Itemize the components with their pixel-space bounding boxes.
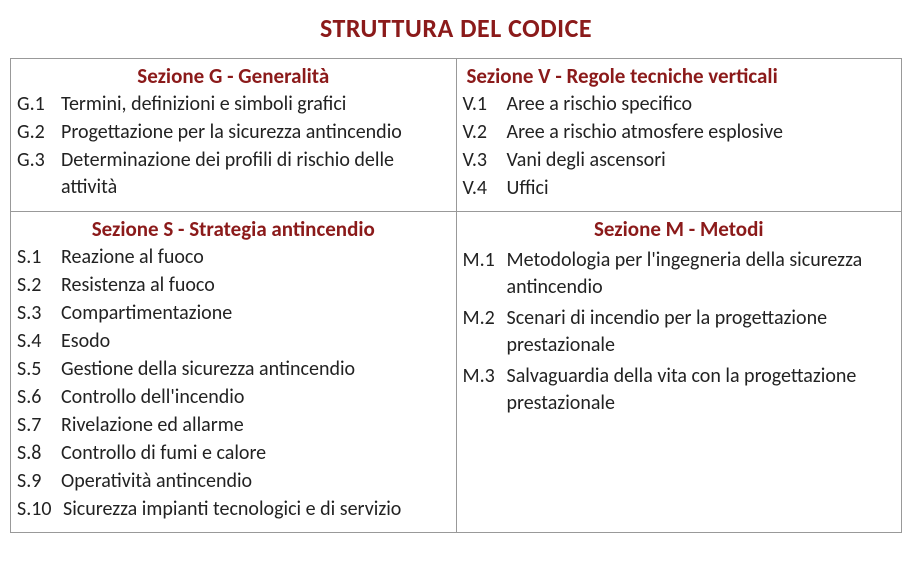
section-m-items: M.1 Metodologia per l'ingegneria della s… <box>463 244 896 417</box>
section-g-items: G.1 Termini, definizioni e simboli grafi… <box>17 91 450 201</box>
section-v-items: V.1 Aree a rischio specifico V.2 Aree a … <box>463 91 896 202</box>
list-item: S.10 Sicurezza impianti tecnologici e di… <box>17 496 450 523</box>
section-s-header: Sezione S - Strategia antincendio <box>17 216 450 242</box>
item-code: S.2 <box>17 272 61 299</box>
item-label: Rivelazione ed allarme <box>61 412 450 439</box>
item-code: S.9 <box>17 468 61 495</box>
item-label: Aree a rischio atmosfere esplosive <box>507 119 896 146</box>
list-item: S.2 Resistenza al fuoco <box>17 272 450 299</box>
section-g-header: Sezione G - Generalità <box>17 63 450 89</box>
sections-grid: Sezione G - Generalità G.1 Termini, defi… <box>10 58 902 533</box>
item-label: Scenari di incendio per la progetta­zion… <box>507 305 896 359</box>
list-item: G.2 Progettazione per la sicurezza antin… <box>17 119 450 146</box>
item-label: Vani degli ascensori <box>507 147 896 174</box>
list-item: V.1 Aree a rischio specifico <box>463 91 896 118</box>
item-label: Progettazione per la sicurezza antincend… <box>61 119 450 146</box>
item-label: Resistenza al fuoco <box>61 272 450 299</box>
item-label: Uffici <box>507 175 896 202</box>
item-label: Controllo dell'incendio <box>61 384 450 411</box>
page-title: STRUTTURA DEL CODICE <box>10 12 902 44</box>
item-code: V.2 <box>463 119 507 146</box>
list-item: S.3 Compartimentazione <box>17 300 450 327</box>
item-code: G.3 <box>17 147 61 174</box>
item-code: M.3 <box>463 363 507 390</box>
list-item: V.4 Uffici <box>463 175 896 202</box>
item-label: Gestione della sicurezza antincendio <box>61 356 450 383</box>
list-item: G.1 Termini, definizioni e simboli grafi… <box>17 91 450 118</box>
item-code: G.1 <box>17 91 61 118</box>
item-code: V.1 <box>463 91 507 118</box>
item-code: S.5 <box>17 356 61 383</box>
section-g-cell: Sezione G - Generalità G.1 Termini, defi… <box>11 59 457 212</box>
item-label: Esodo <box>61 328 450 355</box>
list-item: S.4 Esodo <box>17 328 450 355</box>
list-item: S.9 Operatività antincendio <box>17 468 450 495</box>
item-label: Compartimentazione <box>61 300 450 327</box>
list-item: V.3 Vani degli ascensori <box>463 147 896 174</box>
list-item: M.3 Salvaguardia della vita con la pro­g… <box>463 363 896 417</box>
list-item: M.1 Metodologia per l'ingegneria della s… <box>463 247 896 301</box>
item-label: Salvaguardia della vita con la pro­getta… <box>507 363 896 417</box>
list-item: G.3 Determinazione dei profili di rischi… <box>17 147 450 201</box>
section-s-items: S.1 Reazione al fuoco S.2 Resistenza al … <box>17 244 450 523</box>
item-code: S.1 <box>17 244 61 271</box>
item-label: Sicurezza impianti tecnologici e di serv… <box>63 496 450 523</box>
section-m-header: Sezione M - Metodi <box>463 216 896 242</box>
item-label: Termini, definizioni e simboli grafici <box>61 91 450 118</box>
item-label: Reazione al fuoco <box>61 244 450 271</box>
item-code: M.1 <box>463 247 507 274</box>
item-code: S.3 <box>17 300 61 327</box>
item-code: V.3 <box>463 147 507 174</box>
item-label: Operatività antincendio <box>61 468 450 495</box>
section-v-header: Sezione V - Regole tecniche verticali <box>463 63 896 89</box>
item-label: Determinazione dei profili di rischio de… <box>61 147 450 201</box>
list-item: S.8 Controllo di fumi e calore <box>17 440 450 467</box>
item-code: S.4 <box>17 328 61 355</box>
list-item: S.6 Controllo dell'incendio <box>17 384 450 411</box>
section-v-cell: Sezione V - Regole tecniche verticali V.… <box>456 59 902 212</box>
item-code: S.8 <box>17 440 61 467</box>
section-m-cell: Sezione M - Metodi M.1 Metodologia per l… <box>456 212 902 533</box>
item-code: V.4 <box>463 175 507 202</box>
section-s-cell: Sezione S - Strategia antincendio S.1 Re… <box>11 212 457 533</box>
item-code: S.7 <box>17 412 61 439</box>
item-code: S.6 <box>17 384 61 411</box>
item-label: Controllo di fumi e calore <box>61 440 450 467</box>
item-code: M.2 <box>463 305 507 332</box>
list-item: S.5 Gestione della sicurezza antincendio <box>17 356 450 383</box>
item-label: Metodologia per l'ingegneria della sicur… <box>507 247 896 301</box>
list-item: V.2 Aree a rischio atmosfere esplosive <box>463 119 896 146</box>
item-code: G.2 <box>17 119 61 146</box>
item-code: S.10 <box>17 496 63 523</box>
list-item: M.2 Scenari di incendio per la progetta­… <box>463 305 896 359</box>
list-item: S.1 Reazione al fuoco <box>17 244 450 271</box>
list-item: S.7 Rivelazione ed allarme <box>17 412 450 439</box>
item-label: Aree a rischio specifico <box>507 91 896 118</box>
